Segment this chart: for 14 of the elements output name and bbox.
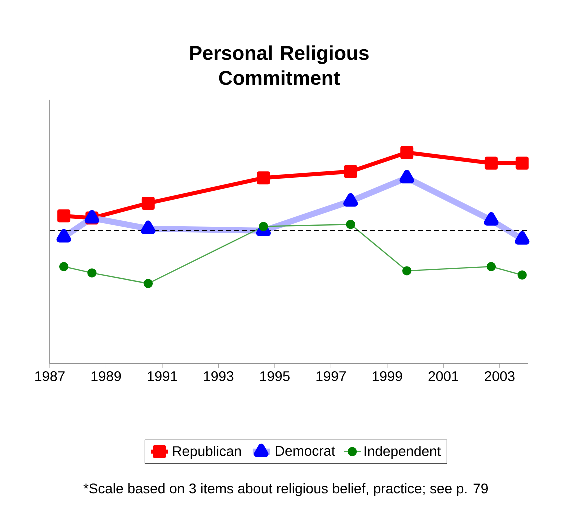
x-tick-label: 1997: [316, 371, 346, 382]
legend-label: Independent: [364, 446, 442, 460]
x-tick-label: 2001: [428, 371, 458, 382]
x-tick-label: 1989: [92, 371, 122, 382]
x-tick-label: 1987: [36, 371, 65, 382]
text: *Scale based on 3 items about religious belief, practice; see p. 79: [84, 483, 488, 496]
x-tick-label: 1995: [260, 371, 290, 382]
x-tick-label: 1993: [204, 371, 234, 382]
x-tick-label: 2003: [485, 371, 515, 382]
x-tick-label: 1991: [148, 371, 178, 382]
legend-label: Republican: [173, 446, 242, 460]
x-tick-label: 1999: [372, 371, 402, 382]
legend-label: Democrat: [276, 446, 336, 456]
chart-title: Personal Religious Commitment: [190, 46, 369, 86]
